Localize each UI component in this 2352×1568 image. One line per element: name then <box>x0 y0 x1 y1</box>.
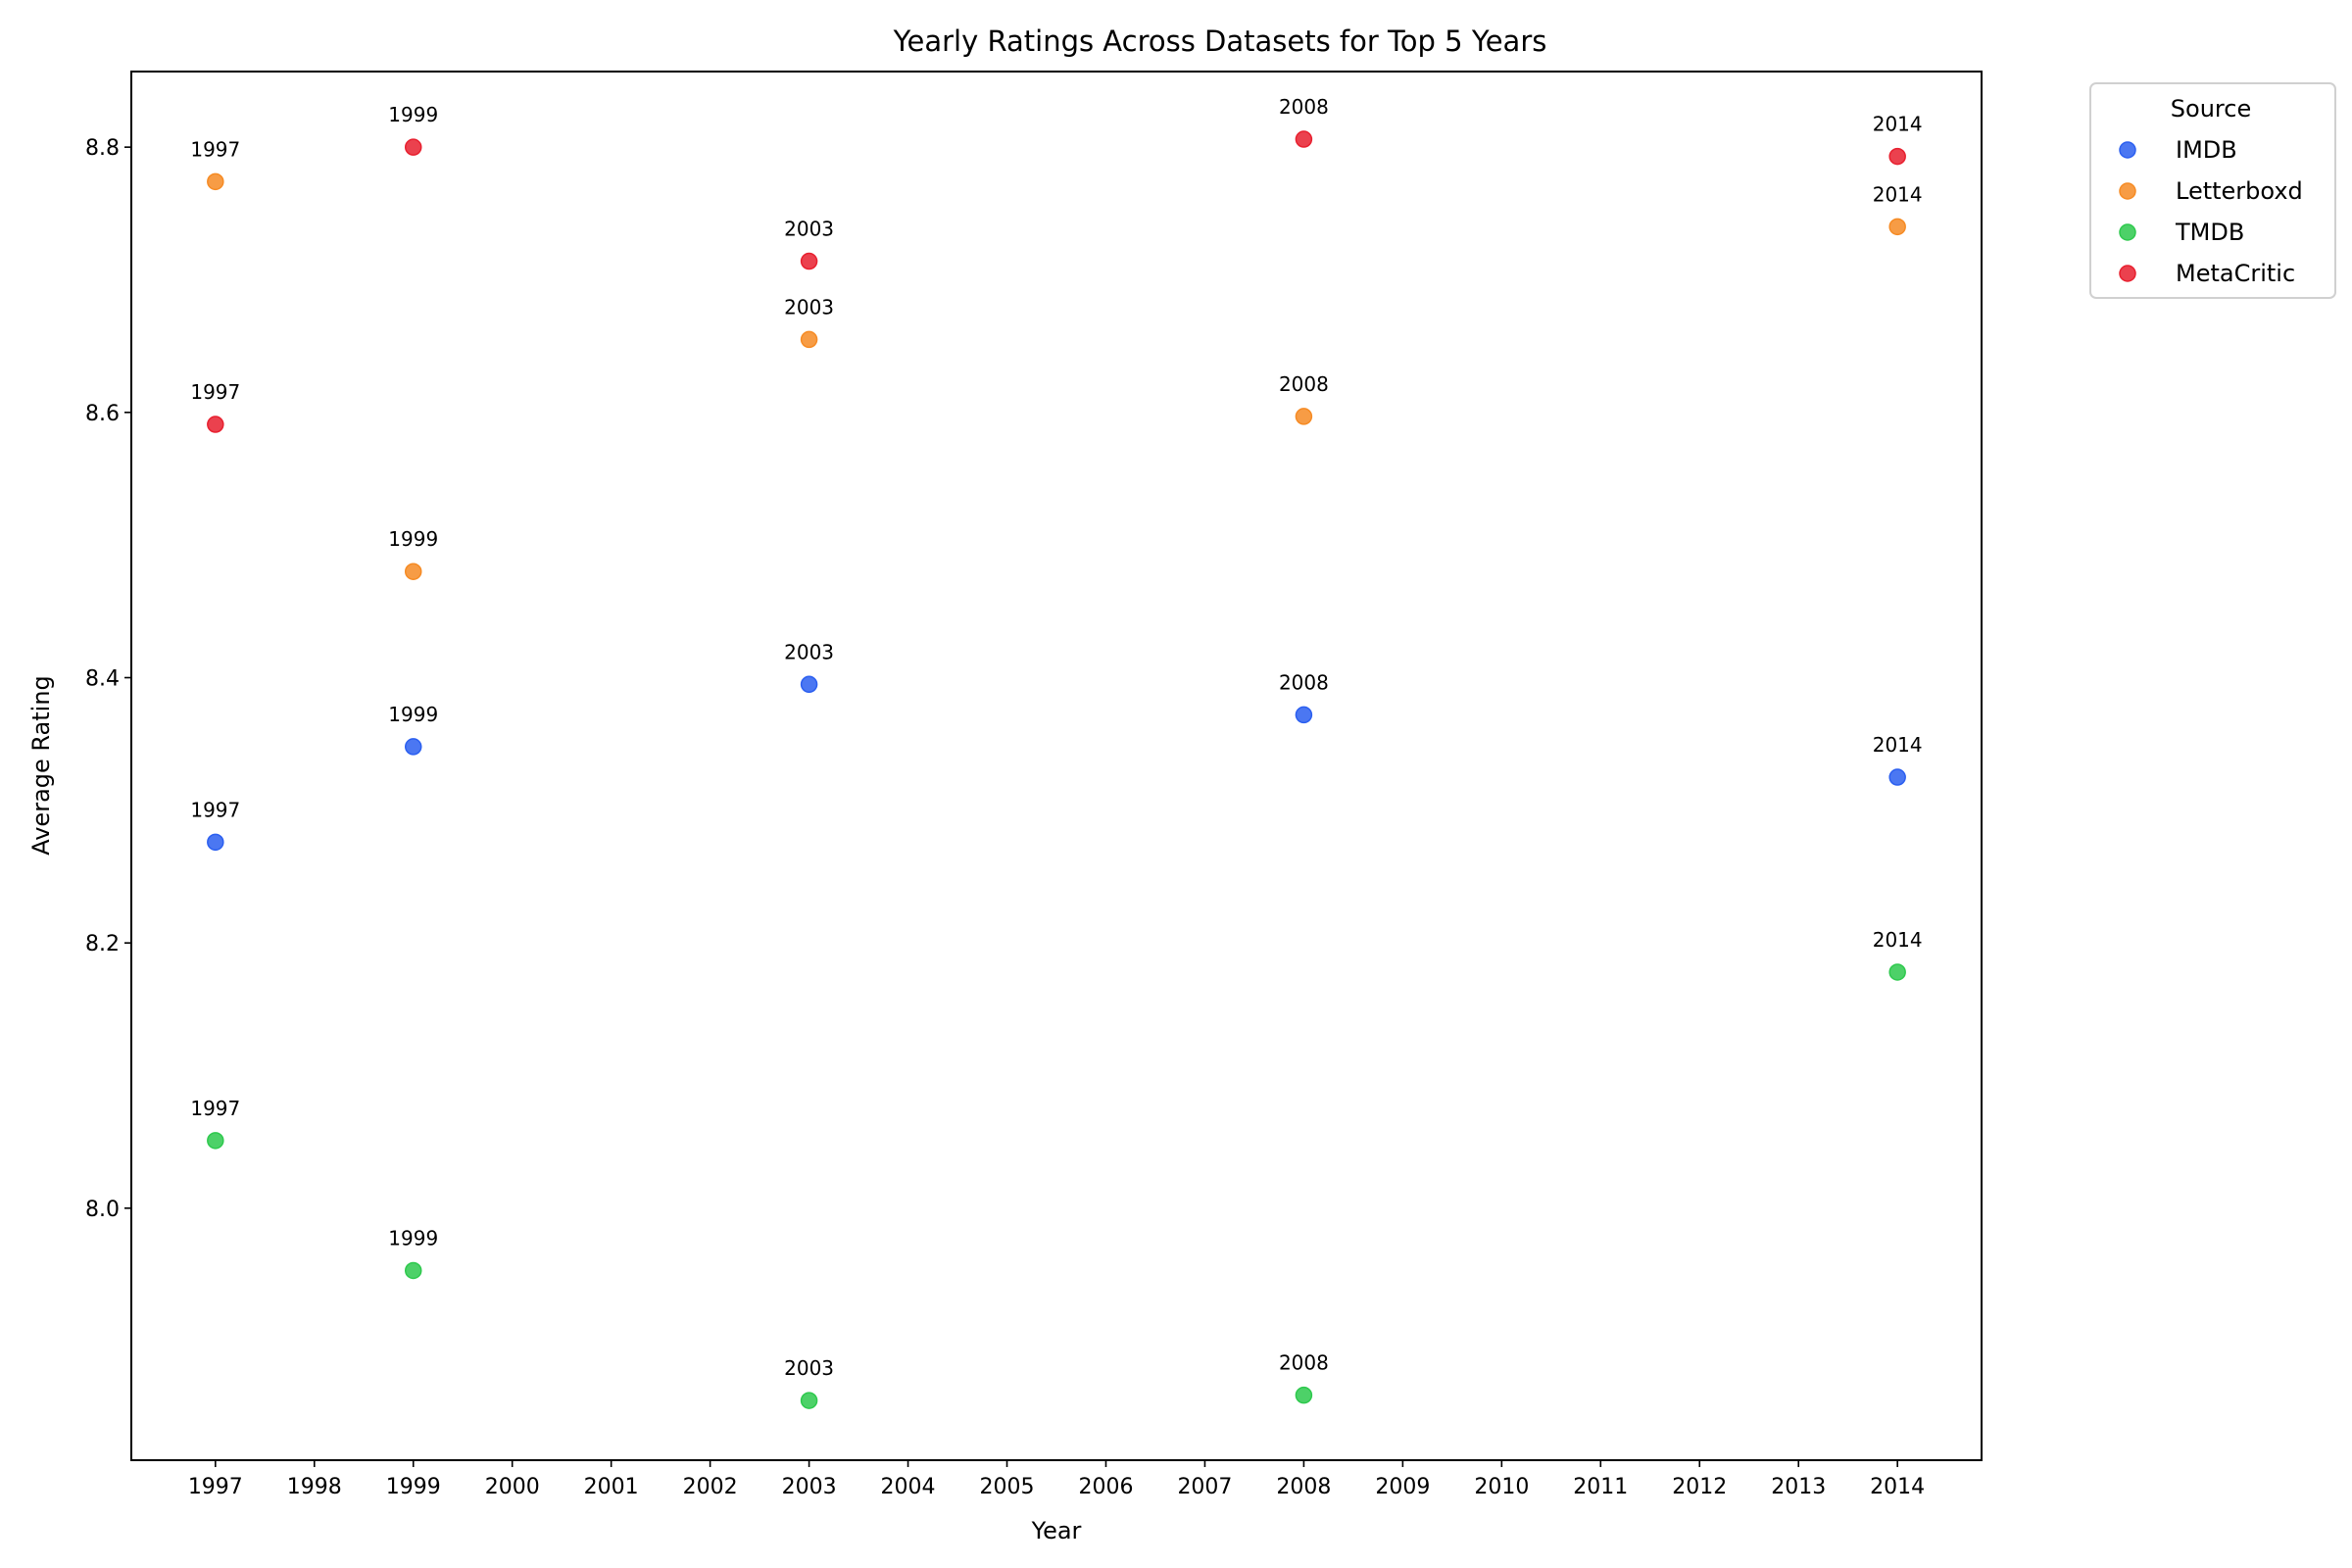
chart-title: Yearly Ratings Across Datasets for Top 5… <box>893 24 1547 58</box>
legend-marker-tmdb <box>2119 223 2136 241</box>
point-label: 1997 <box>190 137 240 161</box>
x-tick-label: 1998 <box>287 1475 342 1499</box>
point-label: 2014 <box>1873 928 1923 952</box>
point-label: 2003 <box>784 640 834 663</box>
point-tmdb <box>207 1132 224 1150</box>
legend-marker-metacritic <box>2119 265 2136 282</box>
point-label: 1999 <box>388 103 438 126</box>
point-tmdb <box>404 1261 422 1280</box>
point-label: 2008 <box>1279 372 1329 396</box>
x-tick-label: 2001 <box>584 1475 639 1499</box>
point-label: 1999 <box>388 1226 438 1250</box>
point-letterboxd <box>1888 218 1906 236</box>
point-metacritic <box>1295 130 1313 148</box>
x-tick-label: 2000 <box>485 1475 540 1499</box>
x-tick-label: 2003 <box>782 1475 837 1499</box>
y-tick-label: 8.0 <box>85 1198 120 1222</box>
legend-marker-imdb <box>2119 141 2136 159</box>
point-imdb <box>207 833 224 852</box>
x-axis-title: Year <box>1031 1517 1082 1544</box>
x-tick-label: 2009 <box>1375 1475 1430 1499</box>
legend-label-imdb: IMDB <box>2176 136 2237 164</box>
legend-frame <box>2089 82 2336 299</box>
point-label: 2014 <box>1873 733 1923 757</box>
legend-title: Source <box>2171 95 2251 122</box>
point-tmdb <box>1888 963 1906 981</box>
point-imdb <box>1888 768 1906 786</box>
x-tick-label: 2011 <box>1573 1475 1628 1499</box>
y-axis-title: Average Rating <box>27 675 55 856</box>
x-tick-label: 2007 <box>1177 1475 1232 1499</box>
point-label: 2008 <box>1279 670 1329 694</box>
x-tick-label: 2004 <box>881 1475 936 1499</box>
point-imdb <box>404 738 422 756</box>
x-tick-label: 2006 <box>1078 1475 1133 1499</box>
x-tick-label: 2005 <box>980 1475 1035 1499</box>
point-label: 1999 <box>388 527 438 551</box>
x-tick-label: 1997 <box>188 1475 243 1499</box>
legend-label-letterboxd: Letterboxd <box>2176 177 2303 205</box>
legend-label-tmdb: TMDB <box>2175 219 2244 246</box>
plot-area <box>130 71 1983 1461</box>
point-imdb <box>800 675 818 694</box>
points-layer: 1997 1999 2003 2008 2014 1997 1999 2003 2008 2014… <box>190 95 1923 1409</box>
point-letterboxd <box>207 172 224 191</box>
y-axis: 8.0 8.2 8.4 8.6 8.8 <box>85 136 131 1222</box>
point-label: 2003 <box>784 295 834 318</box>
point-letterboxd <box>404 563 422 580</box>
x-tick-label: 2012 <box>1672 1475 1727 1499</box>
y-tick-label: 8.6 <box>85 402 120 426</box>
y-tick-label: 8.8 <box>85 136 120 161</box>
point-label: 1997 <box>190 380 240 404</box>
legend-marker-letterboxd <box>2119 182 2136 200</box>
point-letterboxd <box>800 330 818 349</box>
point-label: 2003 <box>784 1356 834 1380</box>
point-letterboxd <box>1295 408 1313 425</box>
point-label: 1997 <box>190 798 240 821</box>
x-tick-label: 2002 <box>683 1475 738 1499</box>
point-label: 2008 <box>1279 95 1329 119</box>
point-metacritic <box>1888 147 1906 166</box>
y-tick-label: 8.4 <box>85 666 120 691</box>
point-label: 1999 <box>388 703 438 726</box>
point-metacritic <box>800 252 818 270</box>
x-tick-label: 2010 <box>1474 1475 1529 1499</box>
x-tick-label: 2013 <box>1771 1475 1826 1499</box>
point-label: 2014 <box>1873 182 1923 206</box>
x-tick-label: 1999 <box>386 1475 441 1499</box>
point-metacritic <box>207 416 224 433</box>
point-label: 1997 <box>190 1097 240 1120</box>
point-label: 2014 <box>1873 113 1923 136</box>
point-imdb <box>1295 706 1313 724</box>
point-tmdb <box>1295 1386 1313 1404</box>
point-label: 2003 <box>784 218 834 241</box>
x-tick-label: 2008 <box>1276 1475 1331 1499</box>
y-tick-label: 8.2 <box>85 932 120 956</box>
point-label: 2008 <box>1279 1351 1329 1375</box>
x-tick-label: 2014 <box>1870 1475 1925 1499</box>
legend-label-metacritic: MetaCritic <box>2176 260 2295 287</box>
point-tmdb <box>800 1392 818 1409</box>
point-metacritic <box>404 138 422 156</box>
x-axis: 1997 1998 1999 2000 2001 2002 2003 2004 2005 2006… <box>188 1460 1925 1499</box>
legend: Source IMDB Letterboxd TMDB MetaCritic <box>2089 82 2336 299</box>
